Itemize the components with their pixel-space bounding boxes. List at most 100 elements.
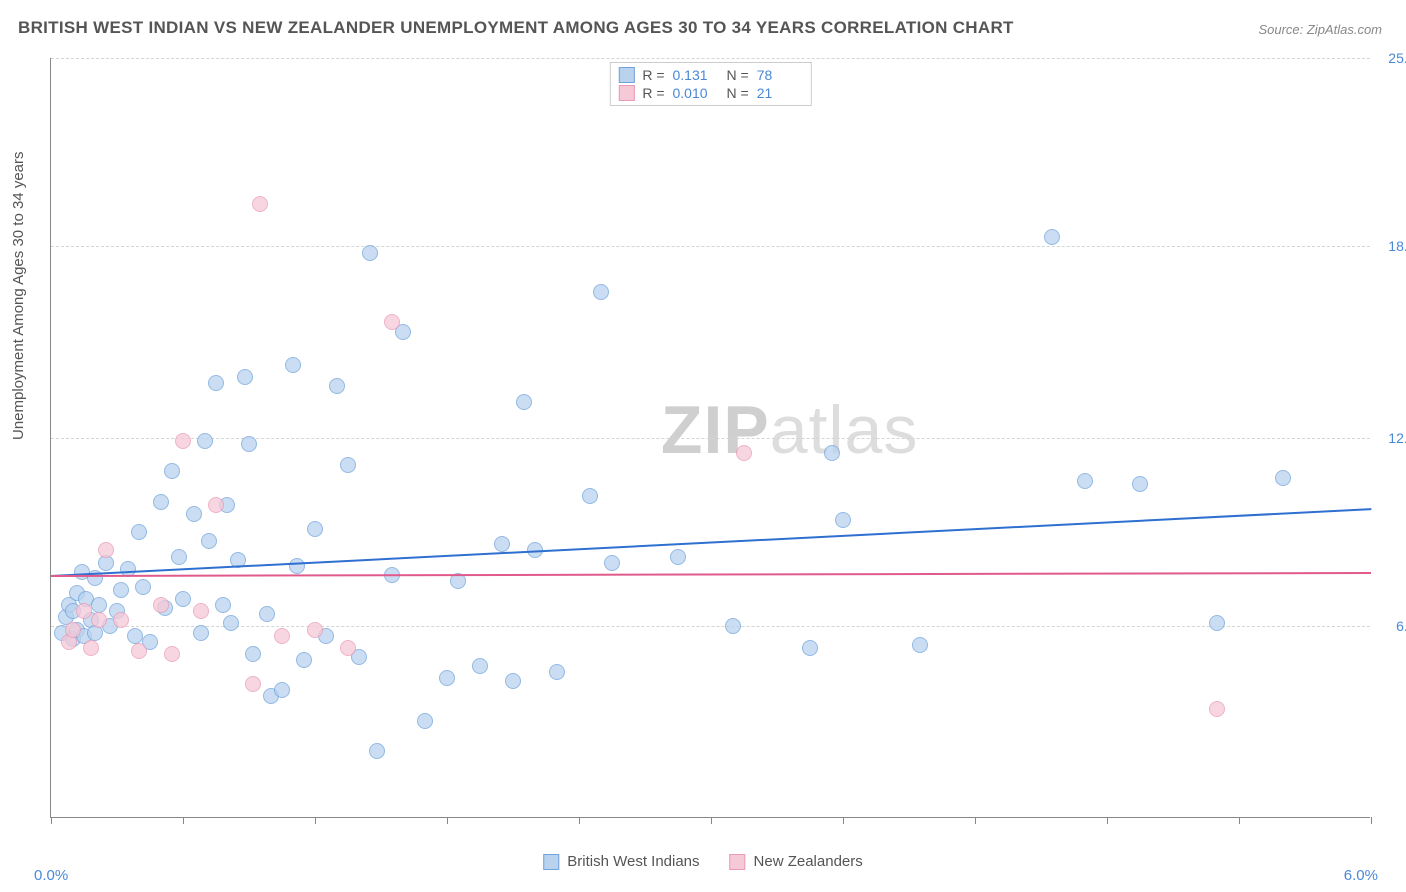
x-axis-max-label: 6.0% <box>1344 867 1378 884</box>
x-tick <box>1371 817 1372 824</box>
data-point-bwi <box>135 579 151 595</box>
data-point-bwi <box>494 536 510 552</box>
r-value-bwi: 0.131 <box>673 67 719 83</box>
x-tick <box>51 817 52 824</box>
x-tick <box>1107 817 1108 824</box>
data-point-bwi <box>1209 615 1225 631</box>
chart-title: BRITISH WEST INDIAN VS NEW ZEALANDER UNE… <box>18 18 1014 38</box>
data-point-bwi <box>835 512 851 528</box>
data-point-bwi <box>171 549 187 565</box>
y-tick-label: 18.8% <box>1388 238 1406 254</box>
legend-label-nz: New Zealanders <box>754 853 863 870</box>
data-point-bwi <box>369 743 385 759</box>
data-point-bwi <box>186 506 202 522</box>
x-tick <box>1239 817 1240 824</box>
data-point-nz <box>736 445 752 461</box>
data-point-bwi <box>175 591 191 607</box>
data-point-bwi <box>362 245 378 261</box>
data-point-bwi <box>208 375 224 391</box>
data-point-nz <box>131 643 147 659</box>
data-point-bwi <box>91 597 107 613</box>
data-point-bwi <box>329 378 345 394</box>
data-point-nz <box>83 640 99 656</box>
data-point-bwi <box>472 658 488 674</box>
data-point-bwi <box>670 549 686 565</box>
x-tick <box>711 817 712 824</box>
data-point-nz <box>65 622 81 638</box>
data-point-bwi <box>824 445 840 461</box>
r-value-nz: 0.010 <box>673 85 719 101</box>
data-point-bwi <box>113 582 129 598</box>
gridline <box>51 246 1370 247</box>
data-point-bwi <box>725 618 741 634</box>
y-tick-label: 25.0% <box>1388 50 1406 66</box>
data-point-nz <box>91 612 107 628</box>
data-point-bwi <box>285 357 301 373</box>
x-tick <box>315 817 316 824</box>
data-point-nz <box>153 597 169 613</box>
data-point-bwi <box>912 637 928 653</box>
data-point-bwi <box>1275 470 1291 486</box>
data-point-bwi <box>197 433 213 449</box>
x-tick <box>183 817 184 824</box>
data-point-nz <box>113 612 129 628</box>
source-label: Source: ZipAtlas.com <box>1258 22 1382 37</box>
data-point-bwi <box>193 625 209 641</box>
data-point-bwi <box>1044 229 1060 245</box>
data-point-bwi <box>1132 476 1148 492</box>
data-point-nz <box>76 603 92 619</box>
gridline <box>51 58 1370 59</box>
r-label: R = <box>642 67 664 83</box>
data-point-bwi <box>505 673 521 689</box>
data-point-nz <box>245 676 261 692</box>
swatch-nz-icon <box>730 854 746 870</box>
data-point-bwi <box>245 646 261 662</box>
x-tick <box>579 817 580 824</box>
data-point-bwi <box>223 615 239 631</box>
x-axis-min-label: 0.0% <box>34 867 68 884</box>
x-tick <box>843 817 844 824</box>
data-point-bwi <box>259 606 275 622</box>
data-point-nz <box>307 622 323 638</box>
data-point-nz <box>208 497 224 513</box>
bottom-legend: British West Indians New Zealanders <box>543 853 863 870</box>
data-point-bwi <box>307 521 323 537</box>
data-point-bwi <box>127 628 143 644</box>
data-point-bwi <box>153 494 169 510</box>
data-point-bwi <box>201 533 217 549</box>
data-point-nz <box>1209 701 1225 717</box>
data-point-bwi <box>340 457 356 473</box>
n-label: N = <box>727 67 749 83</box>
swatch-nz-icon <box>618 85 634 101</box>
plot-area: ZIPatlas R = 0.131 N = 78 R = 0.010 N = … <box>50 58 1370 818</box>
legend-label-bwi: British West Indians <box>567 853 699 870</box>
x-tick <box>975 817 976 824</box>
legend-item-bwi: British West Indians <box>543 853 699 870</box>
data-point-nz <box>193 603 209 619</box>
data-point-bwi <box>1077 473 1093 489</box>
watermark-zip: ZIP <box>661 392 770 468</box>
data-point-nz <box>252 196 268 212</box>
data-point-bwi <box>439 670 455 686</box>
data-point-nz <box>384 314 400 330</box>
data-point-bwi <box>241 436 257 452</box>
data-point-nz <box>98 542 114 558</box>
n-label: N = <box>727 85 749 101</box>
data-point-bwi <box>296 652 312 668</box>
data-point-bwi <box>215 597 231 613</box>
stats-legend-box: R = 0.131 N = 78 R = 0.010 N = 21 <box>609 62 811 106</box>
stats-row-nz: R = 0.010 N = 21 <box>616 84 804 102</box>
data-point-nz <box>340 640 356 656</box>
data-point-bwi <box>274 682 290 698</box>
n-value-nz: 21 <box>757 85 803 101</box>
r-label: R = <box>642 85 664 101</box>
swatch-bwi-icon <box>618 67 634 83</box>
swatch-bwi-icon <box>543 854 559 870</box>
watermark-atlas: atlas <box>770 392 919 468</box>
gridline <box>51 626 1370 627</box>
data-point-nz <box>274 628 290 644</box>
watermark: ZIPatlas <box>661 391 918 469</box>
data-point-bwi <box>289 558 305 574</box>
data-point-bwi <box>593 284 609 300</box>
data-point-bwi <box>549 664 565 680</box>
